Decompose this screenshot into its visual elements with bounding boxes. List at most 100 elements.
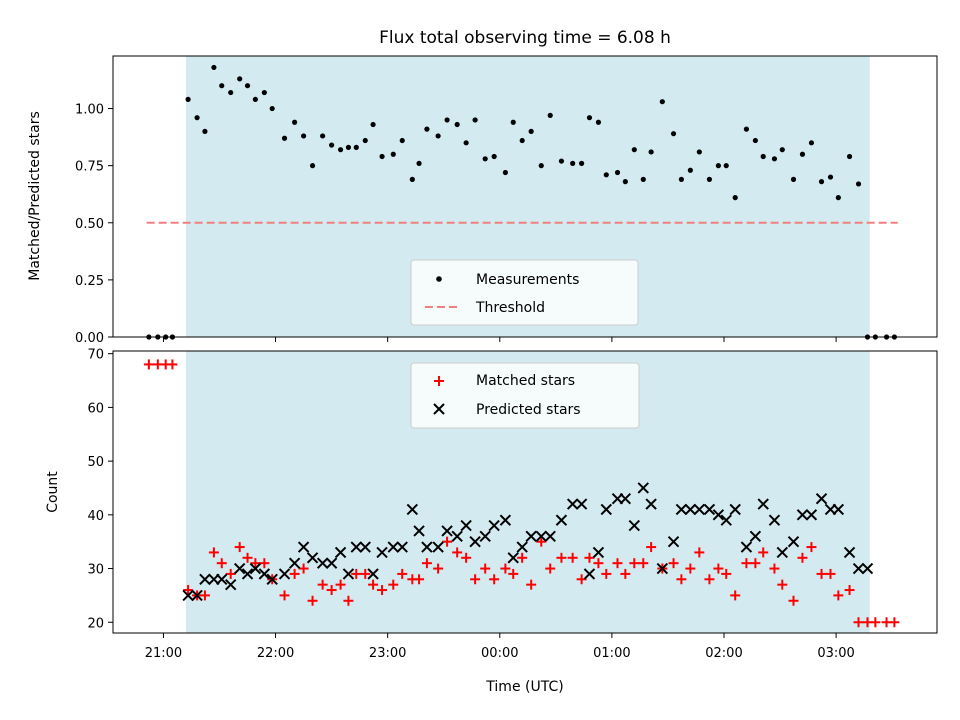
measurement-point bbox=[835, 195, 841, 201]
bottom-x-tick-label: 23:00 bbox=[369, 646, 406, 661]
bottom-x-tick-label: 02:00 bbox=[705, 646, 742, 661]
matched-star-point bbox=[242, 552, 253, 563]
measurement-point bbox=[670, 131, 677, 137]
matched-star-point bbox=[442, 536, 453, 547]
matched-star-point bbox=[567, 552, 578, 563]
bottom-y-tick-label: 30 bbox=[87, 563, 104, 578]
measurement-point bbox=[463, 140, 469, 146]
matched-star-point bbox=[414, 574, 425, 585]
legend-predicted-label: Predicted stars bbox=[476, 402, 581, 418]
matched-star-point bbox=[769, 563, 780, 574]
bottom-x-tick-label: 22:00 bbox=[257, 646, 294, 661]
measurement-point bbox=[808, 140, 815, 146]
matched-star-point bbox=[397, 568, 408, 579]
predicted-star-point bbox=[768, 514, 781, 526]
top-legend: Measurements Threshold bbox=[410, 259, 639, 326]
matched-star-point bbox=[517, 552, 528, 563]
predicted-star-point bbox=[592, 546, 605, 559]
measurement-point bbox=[424, 126, 430, 132]
legend-threshold-label: Threshold bbox=[475, 300, 545, 316]
predicted-star-point bbox=[507, 552, 519, 564]
measurement-point bbox=[416, 160, 422, 166]
bottom-y-ticks: 20 30 40 50 60 70 bbox=[87, 348, 113, 631]
matched-star-point bbox=[326, 585, 337, 596]
predicted-star-point bbox=[325, 557, 338, 569]
measurement-point bbox=[519, 137, 525, 144]
measurement-point bbox=[390, 151, 396, 157]
predicted-star-point bbox=[796, 509, 809, 521]
matched-star-point bbox=[777, 579, 788, 590]
predicted-star-point bbox=[488, 519, 500, 532]
bottom-y-tick-label: 20 bbox=[87, 616, 104, 631]
matched-star-point bbox=[741, 558, 752, 569]
matched-star-point bbox=[343, 595, 354, 606]
predicted-star-point bbox=[387, 541, 399, 553]
measurement-point bbox=[771, 156, 778, 162]
predicted-star-point bbox=[645, 498, 657, 510]
predicted-star-point bbox=[656, 562, 669, 575]
measurement-point bbox=[538, 163, 544, 169]
matched-star-point bbox=[646, 542, 657, 553]
matched-star-point bbox=[825, 568, 836, 579]
predicted-star-point bbox=[421, 541, 433, 553]
bottom-plot-frame bbox=[112, 350, 938, 634]
measurement-point bbox=[614, 169, 621, 176]
measurement-point bbox=[292, 119, 298, 125]
measurement-point bbox=[558, 158, 565, 164]
top-y-axis-label: Matched/Predicted stars bbox=[27, 111, 43, 281]
predicted-star-point bbox=[667, 535, 680, 548]
measurement-point bbox=[547, 112, 553, 118]
measurement-point bbox=[678, 176, 684, 182]
measurement-point bbox=[528, 128, 534, 134]
matched-star-point bbox=[208, 547, 219, 558]
matched-star-point bbox=[143, 359, 154, 370]
predicted-star-point bbox=[216, 573, 228, 585]
predicted-star-point bbox=[266, 573, 278, 585]
predicted-star-point bbox=[288, 557, 301, 569]
matched-star-point bbox=[806, 542, 817, 553]
measurement-point bbox=[409, 176, 415, 182]
matched-star-point bbox=[317, 579, 328, 590]
predicted-star-point bbox=[675, 503, 688, 516]
measurement-point bbox=[723, 163, 729, 169]
matched-star-point bbox=[694, 547, 705, 558]
measurement-point bbox=[790, 176, 797, 182]
bottom-y-tick-label: 70 bbox=[87, 348, 104, 363]
matched-star-point bbox=[289, 568, 300, 579]
legend-measurements-marker bbox=[436, 276, 442, 282]
predicted-star-point bbox=[703, 503, 716, 516]
measurement-point bbox=[185, 96, 191, 103]
matched-star-point bbox=[797, 552, 808, 563]
matched-star-point bbox=[844, 585, 855, 596]
matched-star-point bbox=[638, 558, 649, 569]
bottom-y-axis-label: Count bbox=[45, 471, 61, 513]
measurement-point bbox=[779, 147, 785, 153]
matched-star-point bbox=[620, 568, 631, 579]
predicted-star-point bbox=[684, 503, 697, 516]
measurement-point bbox=[715, 163, 721, 169]
top-title: Flux total observing time = 6.08 h bbox=[379, 28, 671, 48]
measurement-point bbox=[579, 160, 585, 166]
measurement-point bbox=[622, 179, 628, 185]
predicted-star-point bbox=[334, 546, 347, 559]
matched-star-point bbox=[676, 574, 687, 585]
measurement-point bbox=[482, 156, 488, 162]
top-plot-frame bbox=[112, 55, 938, 338]
matched-star-point bbox=[713, 563, 724, 574]
bottom-x-tick-label: 21:00 bbox=[145, 646, 182, 661]
matched-star-point bbox=[500, 563, 511, 574]
predicted-star-point bbox=[432, 541, 444, 553]
predicted-star-point bbox=[499, 514, 512, 526]
predicted-star-point bbox=[258, 568, 271, 580]
matched-star-point bbox=[584, 552, 595, 563]
predicted-star-point bbox=[441, 525, 453, 537]
predicted-star-point bbox=[720, 514, 732, 526]
bottom-x-tick-label: 03:00 bbox=[817, 646, 854, 661]
predicted-star-point bbox=[525, 530, 537, 543]
predicted-star-point bbox=[516, 541, 528, 553]
measurement-point bbox=[570, 160, 576, 166]
matched-star-point bbox=[183, 585, 194, 596]
measurement-point bbox=[687, 167, 693, 173]
matched-star-point bbox=[833, 590, 844, 601]
predicted-star-point bbox=[233, 562, 246, 575]
